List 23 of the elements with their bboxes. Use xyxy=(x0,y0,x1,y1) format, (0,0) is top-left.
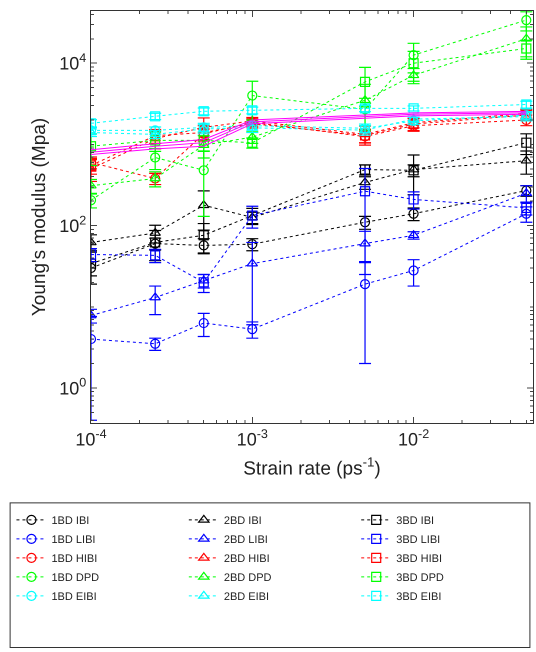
legend-label: 3BD LIBI xyxy=(396,534,440,546)
y-tick-label: 10$^{4}$ xyxy=(59,50,86,74)
x-tick-label: 10$^{-2}$ xyxy=(398,427,430,450)
y-axis-title: Young's modulus (Mpa) xyxy=(29,118,50,316)
legend-label: 2BD HIBI xyxy=(224,553,270,566)
legend-label: 2BD IBI xyxy=(224,515,262,528)
x-tick-label: 10$^{-3}$ xyxy=(236,427,268,450)
legend-label: 1BD IBI xyxy=(51,515,90,528)
legend-label: 1BD LIBI xyxy=(51,534,96,546)
x-tick-label: 10$^{-4}$ xyxy=(75,427,107,450)
legend-label: 2BD DPD xyxy=(224,572,272,584)
y-tick-label: 10$^{2}$ xyxy=(59,213,86,236)
legend-label: 1BD HIBI xyxy=(51,553,98,566)
legend-label: 3BD DPD xyxy=(396,572,444,584)
legend-label: 2BD LIBI xyxy=(224,534,268,546)
y-tick-label: 10$^{0}$ xyxy=(59,376,86,398)
x-axis-title: Strain rate (ps$^{-1}$) xyxy=(243,454,381,480)
legend-label: 1BD DPD xyxy=(51,572,100,584)
legend-label: 3BD IBI xyxy=(396,515,434,528)
legend-label: 1BD EIBI xyxy=(51,591,97,604)
legend-label: 3BD HIBI xyxy=(396,553,442,566)
legend-label: 2BD EIBI xyxy=(224,591,270,604)
legend-label: 3BD EIBI xyxy=(396,591,442,604)
